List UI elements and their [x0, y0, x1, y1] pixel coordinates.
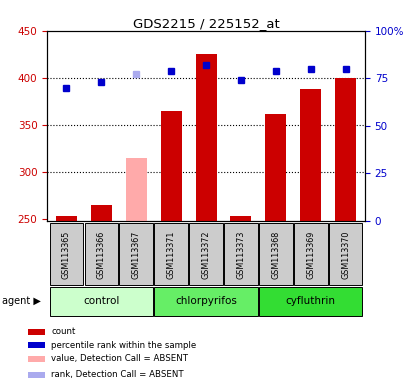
Bar [28, 342, 45, 348]
Text: rank, Detection Call = ABSENT: rank, Detection Call = ABSENT [51, 370, 183, 379]
Bar [56, 216, 76, 221]
Text: GSM113373: GSM113373 [236, 230, 245, 278]
Bar [28, 329, 45, 335]
Bar [299, 89, 321, 221]
FancyBboxPatch shape [224, 223, 257, 285]
Text: value, Detection Call = ABSENT: value, Detection Call = ABSENT [51, 354, 188, 363]
Text: GSM113369: GSM113369 [306, 230, 315, 278]
FancyBboxPatch shape [154, 287, 257, 316]
Text: GSM113367: GSM113367 [131, 230, 140, 278]
Text: cyfluthrin: cyfluthrin [285, 296, 335, 306]
Text: percentile rank within the sample: percentile rank within the sample [51, 341, 196, 350]
Text: GSM113368: GSM113368 [271, 230, 280, 278]
FancyBboxPatch shape [258, 223, 292, 285]
Text: count: count [51, 327, 75, 336]
Bar [28, 356, 45, 362]
Bar [265, 114, 285, 221]
FancyBboxPatch shape [84, 223, 118, 285]
Bar [160, 111, 181, 221]
Bar [230, 216, 251, 221]
FancyBboxPatch shape [154, 223, 187, 285]
FancyBboxPatch shape [49, 287, 153, 316]
Text: chlorpyrifos: chlorpyrifos [175, 296, 236, 306]
Text: GSM113371: GSM113371 [166, 230, 175, 278]
FancyBboxPatch shape [328, 223, 362, 285]
Title: GDS2215 / 225152_at: GDS2215 / 225152_at [133, 17, 279, 30]
Bar [195, 54, 216, 221]
Text: GSM113370: GSM113370 [340, 230, 349, 278]
Text: GSM113372: GSM113372 [201, 230, 210, 279]
FancyBboxPatch shape [49, 223, 83, 285]
Bar [126, 158, 146, 221]
FancyBboxPatch shape [119, 223, 153, 285]
Text: GSM113366: GSM113366 [97, 230, 106, 278]
Bar [28, 372, 45, 378]
Text: GSM113365: GSM113365 [62, 230, 71, 278]
FancyBboxPatch shape [189, 223, 222, 285]
Bar [335, 78, 355, 221]
FancyBboxPatch shape [258, 287, 362, 316]
Bar [90, 205, 112, 221]
Text: agent ▶: agent ▶ [2, 296, 41, 306]
Text: control: control [83, 296, 119, 306]
FancyBboxPatch shape [293, 223, 327, 285]
